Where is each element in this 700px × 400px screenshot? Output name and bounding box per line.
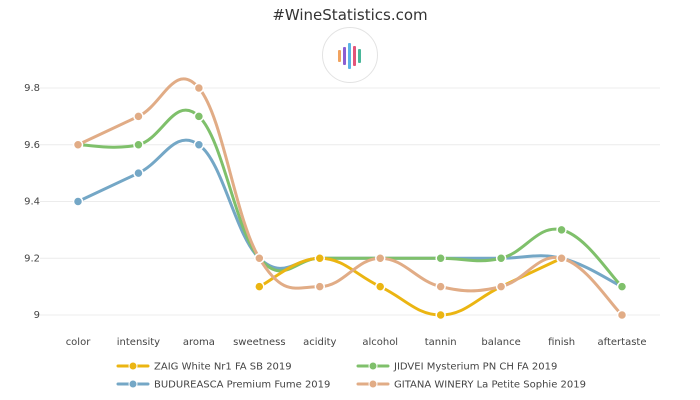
x-tick-label: acidity bbox=[303, 337, 336, 348]
x-tick-label: aroma bbox=[183, 337, 215, 348]
logo-bar bbox=[358, 49, 361, 63]
data-point[interactable] bbox=[495, 253, 507, 264]
x-tick-label: tannin bbox=[425, 337, 457, 348]
data-point[interactable] bbox=[193, 82, 205, 94]
data-point[interactable] bbox=[314, 253, 326, 264]
data-point[interactable] bbox=[254, 253, 265, 264]
x-tick-label: color bbox=[66, 337, 92, 348]
data-point[interactable] bbox=[374, 281, 386, 292]
x-tick-label: intensity bbox=[117, 337, 160, 348]
logo-bar bbox=[343, 47, 346, 65]
data-point[interactable] bbox=[435, 309, 446, 321]
x-tick-label: alcohol bbox=[362, 337, 398, 348]
y-tick-label: 9.8 bbox=[24, 83, 40, 94]
data-point[interactable] bbox=[254, 281, 265, 292]
legend-item[interactable]: GITANA WINERY La Petite Sophie 2019 bbox=[356, 379, 586, 391]
y-tick-label: 9.6 bbox=[24, 140, 40, 151]
y-tick-label: 9.4 bbox=[24, 197, 40, 208]
data-point[interactable] bbox=[314, 281, 326, 292]
legend-item[interactable]: ZAIG White Nr1 FA SB 2019 bbox=[116, 361, 292, 373]
x-tick-label: balance bbox=[481, 337, 520, 348]
series-group bbox=[72, 108, 628, 292]
data-point[interactable] bbox=[435, 281, 446, 292]
legend-swatch-dot bbox=[128, 361, 138, 371]
series-line bbox=[76, 108, 624, 289]
legend-swatch-dot bbox=[128, 379, 138, 389]
data-point[interactable] bbox=[72, 196, 84, 207]
legend-label: ZAIG White Nr1 FA SB 2019 bbox=[154, 362, 292, 373]
legend-label: BUDUREASCA Premium Fume 2019 bbox=[154, 380, 330, 391]
legend-label: GITANA WINERY La Petite Sophie 2019 bbox=[394, 380, 586, 391]
series-group bbox=[72, 77, 628, 321]
data-point[interactable] bbox=[72, 139, 84, 150]
data-point[interactable] bbox=[435, 253, 446, 264]
legend-item[interactable]: BUDUREASCA Premium Fume 2019 bbox=[116, 379, 330, 391]
data-point[interactable] bbox=[133, 111, 144, 122]
x-tick-label: finish bbox=[548, 337, 575, 348]
data-point[interactable] bbox=[374, 253, 386, 264]
wine-statistics-bars-logo-icon bbox=[338, 43, 361, 69]
data-point[interactable] bbox=[133, 139, 144, 150]
series-line bbox=[76, 77, 624, 317]
series-line bbox=[76, 138, 624, 289]
data-point[interactable] bbox=[556, 253, 567, 264]
x-tick-label: sweetness bbox=[233, 337, 286, 348]
legend-item[interactable]: JIDVEI Mysterium PN CH FA 2019 bbox=[356, 361, 557, 373]
data-point[interactable] bbox=[616, 281, 628, 292]
x-tick-label: aftertaste bbox=[598, 337, 647, 348]
page-title: #WineStatistics.com bbox=[272, 6, 428, 24]
data-point[interactable] bbox=[495, 281, 507, 292]
data-point[interactable] bbox=[193, 111, 205, 122]
legend-label: JIDVEI Mysterium PN CH FA 2019 bbox=[393, 362, 557, 373]
y-tick-label: 9 bbox=[34, 310, 40, 321]
data-point[interactable] bbox=[133, 167, 144, 179]
data-point[interactable] bbox=[193, 139, 205, 150]
logo-bar bbox=[353, 46, 356, 66]
data-point[interactable] bbox=[616, 309, 628, 321]
logo-bar bbox=[338, 50, 341, 62]
logo-bar bbox=[348, 43, 351, 69]
legend-swatch-dot bbox=[368, 361, 378, 371]
legend-swatch-dot bbox=[368, 379, 378, 389]
y-tick-label: 9.2 bbox=[24, 253, 40, 264]
data-point[interactable] bbox=[556, 224, 567, 236]
